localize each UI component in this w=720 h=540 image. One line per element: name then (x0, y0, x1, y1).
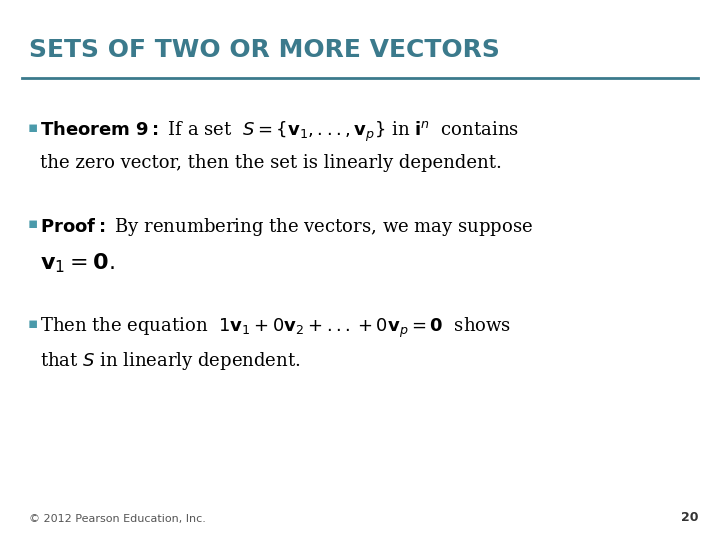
Text: $\mathbf{v}_1 = \mathbf{0}.$: $\mathbf{v}_1 = \mathbf{0}.$ (40, 251, 114, 275)
Text: $\mathbf{Theorem\ 9:}$ If a set  $S = \{\mathbf{v}_1,...,\mathbf{v}_p\}$ in $\ma: $\mathbf{Theorem\ 9:}$ If a set $S = \{\… (40, 120, 518, 144)
Text: 20: 20 (681, 511, 698, 524)
Text: ▪: ▪ (27, 120, 37, 135)
Text: that $S$ in linearly dependent.: that $S$ in linearly dependent. (40, 350, 300, 372)
Text: © 2012 Pearson Education, Inc.: © 2012 Pearson Education, Inc. (29, 514, 206, 524)
Text: ▪: ▪ (27, 316, 37, 331)
Text: Then the equation  $1\mathbf{v}_1 + 0\mathbf{v}_2 + ...+0\mathbf{v}_p = \mathbf{: Then the equation $1\mathbf{v}_1 + 0\mat… (40, 316, 510, 340)
Text: $\mathbf{Proof:}$ By renumbering the vectors, we may suppose: $\mathbf{Proof:}$ By renumbering the vec… (40, 216, 533, 238)
Text: SETS OF TWO OR MORE VECTORS: SETS OF TWO OR MORE VECTORS (29, 38, 500, 62)
Text: the zero vector, then the set is linearly dependent.: the zero vector, then the set is linearl… (40, 154, 501, 172)
Text: ▪: ▪ (27, 216, 37, 231)
